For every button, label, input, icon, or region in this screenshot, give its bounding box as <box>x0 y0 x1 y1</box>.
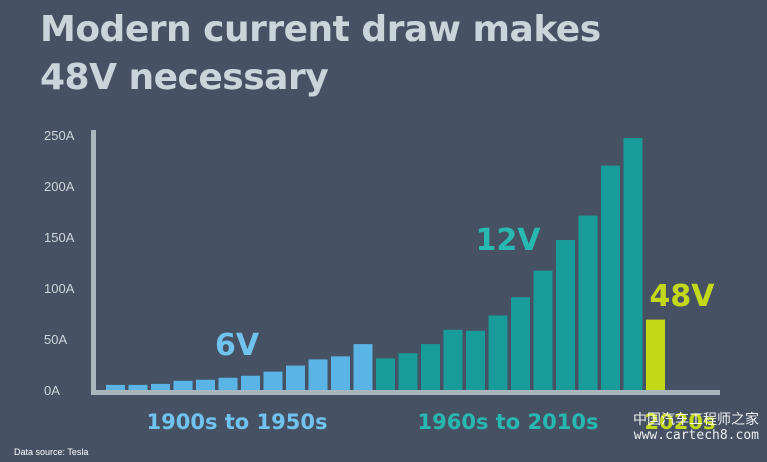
bar <box>241 375 260 390</box>
period-label: 1960s to 2010s <box>418 410 599 434</box>
data-source-note: Data source: Tesla <box>14 447 89 457</box>
y-axis-line <box>91 130 96 394</box>
bar <box>443 329 463 390</box>
bar <box>376 358 395 390</box>
voltage-label: 48V <box>650 279 716 314</box>
bar <box>308 359 328 390</box>
x-axis-line <box>91 390 720 395</box>
bar <box>173 380 193 390</box>
bar <box>421 344 440 390</box>
y-tick-label: 50A <box>44 332 67 347</box>
bar <box>286 365 305 390</box>
bar <box>511 297 530 390</box>
voltage-label: 6V <box>215 328 260 363</box>
bar <box>151 383 170 390</box>
period-label: 1900s to 1950s <box>147 410 328 434</box>
y-tick-label: 200A <box>44 179 75 194</box>
period-label: 2020s <box>645 410 716 434</box>
voltage-label: 12V <box>476 223 542 258</box>
bar <box>218 377 238 390</box>
watermark-line-2: www.cartech8.com <box>633 428 759 443</box>
bar <box>398 353 418 390</box>
bar <box>196 379 215 390</box>
bar <box>556 240 575 390</box>
bar <box>623 138 643 390</box>
chart-title: Modern current draw makes 48V necessary <box>40 6 601 102</box>
y-tick-label: 250A <box>44 128 75 143</box>
bar <box>533 270 553 390</box>
chart-title-line-1: Modern current draw makes <box>40 9 601 50</box>
bar <box>466 330 485 390</box>
bar <box>488 315 508 390</box>
watermark-line-1: 中国汽车工程师之家 <box>633 412 759 428</box>
bar <box>331 356 350 390</box>
watermark: 中国汽车工程师之家 www.cartech8.com <box>633 412 759 444</box>
bar <box>578 215 598 390</box>
bar <box>106 384 125 390</box>
bar <box>128 384 148 390</box>
y-tick-label: 0A <box>44 383 60 398</box>
bar <box>601 165 620 390</box>
bar <box>353 344 373 390</box>
chart-title-line-2: 48V necessary <box>40 57 329 98</box>
bar <box>646 319 665 390</box>
y-tick-label: 150A <box>44 230 75 245</box>
y-tick-label: 100A <box>44 281 75 296</box>
bar <box>263 371 283 390</box>
